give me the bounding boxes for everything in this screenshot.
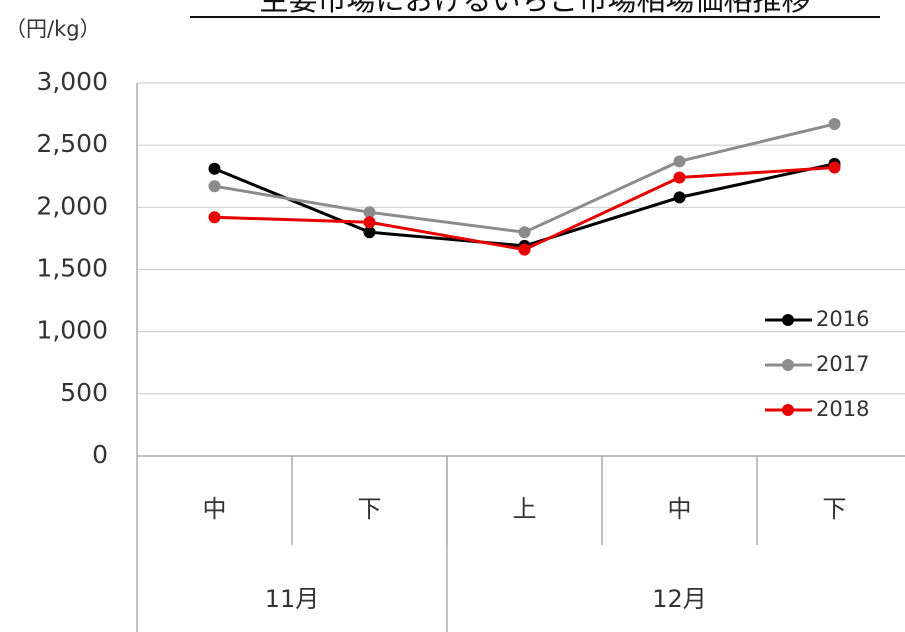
x-tick-label: 下	[823, 495, 847, 523]
point	[673, 155, 686, 168]
y-tick-label: 2,000	[36, 191, 108, 220]
x-tick-label: 上	[513, 495, 537, 523]
legend-marker	[782, 404, 794, 416]
point	[518, 243, 531, 256]
chart-title: 主要市場におけるいちご市場相場価格推移	[259, 0, 810, 17]
x-tick-label: 中	[668, 495, 692, 523]
y-tick-label: 500	[60, 378, 108, 407]
legend-marker	[782, 359, 794, 371]
y-axis-label: （円/kg）	[5, 17, 101, 41]
point	[828, 118, 841, 131]
y-tick-label: 1,000	[36, 316, 108, 345]
group-label: 11月	[265, 585, 320, 613]
point	[208, 180, 221, 193]
point	[208, 162, 221, 175]
point	[673, 171, 686, 184]
legend-label: 2017	[816, 352, 869, 376]
point	[363, 226, 376, 239]
y-tick-label: 3,000	[36, 67, 108, 96]
point	[363, 206, 376, 219]
point	[673, 191, 686, 204]
legend-label: 2016	[816, 307, 869, 331]
legend-marker	[782, 314, 794, 326]
group-label: 12月	[652, 585, 707, 613]
point	[208, 211, 221, 224]
y-tick-label: 0	[92, 440, 108, 469]
y-tick-label: 1,500	[36, 254, 108, 283]
point	[518, 226, 531, 239]
legend-label: 2018	[816, 397, 869, 421]
point	[363, 216, 376, 229]
point	[828, 161, 841, 174]
y-tick-label: 2,500	[36, 129, 108, 158]
series-line	[214, 122, 835, 234]
x-tick-label: 下	[358, 495, 382, 523]
x-tick-label: 中	[203, 495, 227, 523]
